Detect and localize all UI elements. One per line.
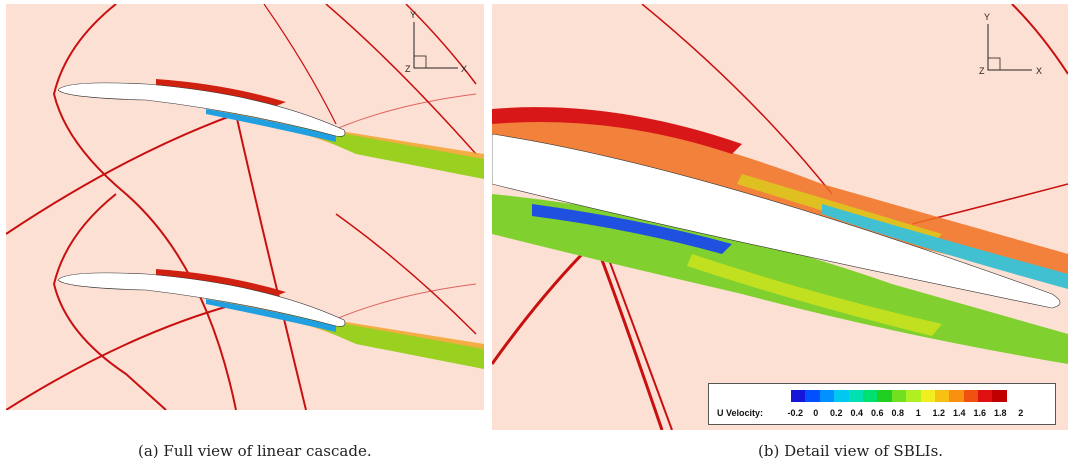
shock-line bbox=[325, 4, 477, 155]
legend-tick: 1 bbox=[915, 408, 921, 418]
legend-tick: 1.8 bbox=[993, 408, 1007, 418]
blade-detail bbox=[492, 133, 1061, 309]
legend-tick: 2 bbox=[1018, 408, 1024, 418]
legend-color-bar bbox=[791, 390, 1007, 402]
legend-title: U Velocity: bbox=[717, 408, 764, 418]
axis-label-y: Y bbox=[984, 12, 990, 22]
shock-line bbox=[405, 4, 477, 85]
legend-tick: -0.2 bbox=[787, 408, 803, 418]
legend-swatch bbox=[848, 390, 863, 402]
legend-tick: 1.2 bbox=[932, 408, 945, 418]
shock-line bbox=[263, 4, 337, 125]
shock-line bbox=[335, 213, 477, 335]
axis-triad: Y X Z bbox=[405, 10, 467, 74]
axis-label-x: X bbox=[1036, 66, 1042, 76]
shock-line bbox=[335, 283, 477, 320]
legend-swatch bbox=[992, 390, 1007, 402]
shock-line bbox=[335, 93, 477, 130]
legend-tick: 0.2 bbox=[829, 408, 843, 418]
legend-swatch bbox=[834, 390, 849, 402]
legend-tick: 1.4 bbox=[952, 408, 966, 418]
axis-label-z: Z bbox=[979, 66, 985, 76]
shock-line bbox=[641, 4, 833, 195]
axis-label-z: Z bbox=[405, 64, 411, 74]
shock-line bbox=[492, 242, 594, 365]
cascade-full-view: Y X Z bbox=[6, 4, 484, 410]
axis-triad: Y X Z bbox=[979, 12, 1042, 76]
legend-swatch bbox=[978, 390, 993, 402]
axis-label-x: X bbox=[461, 64, 467, 74]
legend-tick: 0.4 bbox=[850, 408, 863, 418]
shock-line bbox=[52, 4, 237, 410]
shock-line bbox=[1011, 4, 1068, 75]
caption-subfigure-b: (b) Detail view of SBLIs. bbox=[758, 442, 944, 460]
shock-waves bbox=[6, 4, 477, 410]
blade-upper bbox=[57, 82, 346, 137]
blade-lower bbox=[57, 272, 346, 327]
legend-swatch bbox=[891, 390, 907, 402]
legend-tick: 1.6 bbox=[973, 408, 986, 418]
legend-tick-labels: -0.2 0 0.2 0.4 0.6 0.8 1 1.2 1.4 1.6 1.8 2 bbox=[785, 408, 1055, 418]
turbulence-upper bbox=[492, 107, 1068, 289]
legend-swatch bbox=[949, 390, 964, 402]
legend-tick: 0.8 bbox=[891, 408, 904, 418]
caption-subfigure-a: (a) Full view of linear cascade. bbox=[138, 442, 372, 460]
axis-label-y: Y bbox=[410, 10, 416, 20]
shock-line bbox=[6, 113, 237, 235]
legend-swatch bbox=[791, 390, 806, 402]
shock-line bbox=[6, 303, 237, 410]
color-legend: U Velocity: -0.2 0 0.2 0.4 0.6 0.8 1 1.2 1.4 1.6 1… bbox=[708, 383, 1056, 425]
legend-swatch bbox=[963, 390, 979, 402]
legend-swatch bbox=[862, 390, 878, 402]
subfigure-a-image: Y X Z bbox=[6, 4, 484, 410]
legend-tick: 0 bbox=[813, 408, 819, 418]
legend-swatch bbox=[805, 390, 820, 402]
legend-swatch bbox=[819, 390, 835, 402]
sbli-detail-view: Y X Z bbox=[492, 4, 1068, 430]
turbulence-lower bbox=[492, 194, 1068, 364]
subfigure-b-image: Y X Z bbox=[492, 4, 1068, 430]
legend-swatch bbox=[934, 390, 950, 402]
shock-line bbox=[235, 113, 307, 410]
legend-tick: 0.6 bbox=[870, 408, 884, 418]
legend-swatch bbox=[877, 390, 892, 402]
legend-swatch bbox=[906, 390, 921, 402]
legend-swatch bbox=[920, 390, 935, 402]
